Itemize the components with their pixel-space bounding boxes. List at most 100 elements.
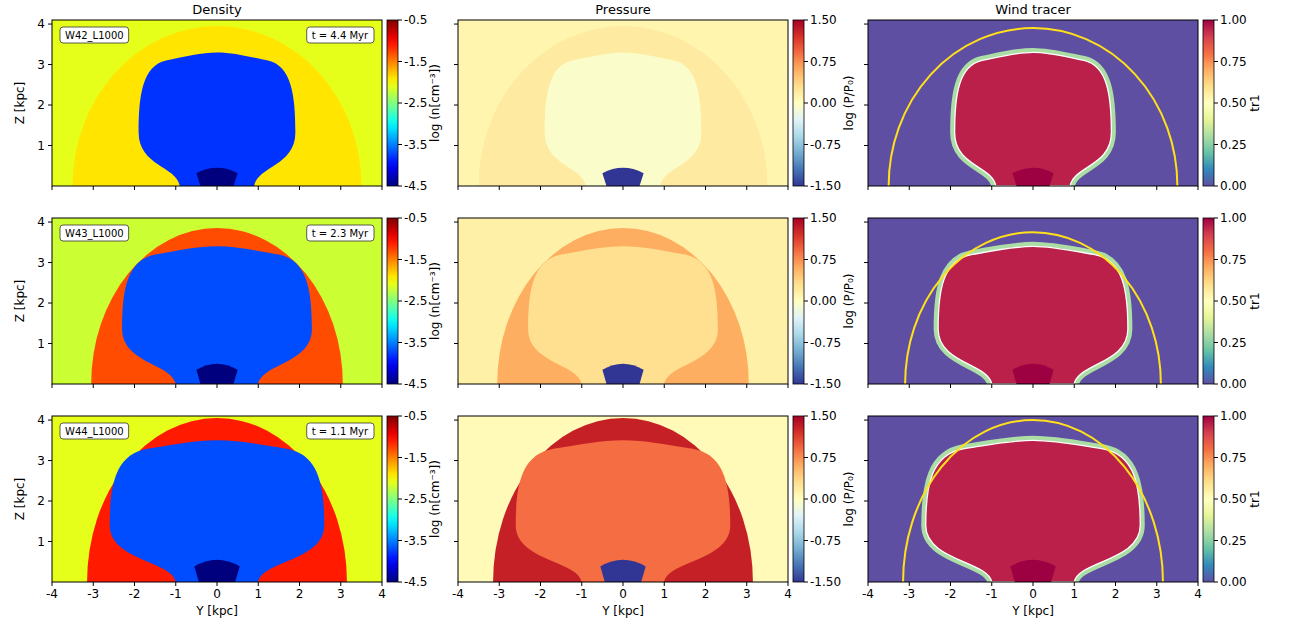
x-tick (340, 186, 341, 190)
colorbar-tick-label: 0.25 (1220, 534, 1247, 548)
colorbar-tick (1214, 416, 1218, 417)
x-tick-label: -2 (129, 587, 141, 601)
colorbar-tick-label: 0.00 (810, 294, 837, 308)
run-label: W44_L1000 (65, 426, 124, 438)
bubble (516, 440, 731, 582)
x-tick-label: 1 (1070, 587, 1078, 601)
colorbar-tick-label: 0.75 (810, 253, 837, 267)
colorbar-tick (1214, 103, 1218, 104)
colorbar (1203, 416, 1214, 582)
y-tick (864, 64, 868, 65)
y-tick (454, 24, 458, 25)
x-tick-label: -2 (535, 587, 547, 601)
colorbar-tick (804, 103, 808, 104)
colorbar-tick-label: -0.75 (810, 138, 841, 152)
x-axis-title: Y [kpc] (1011, 604, 1054, 618)
x-tick-label: -1 (986, 587, 998, 601)
plot-area (458, 20, 788, 186)
y-tick (454, 460, 458, 461)
x-tick (1074, 186, 1075, 190)
colorbar-tick-label: -1.50 (810, 179, 841, 193)
bubble (955, 52, 1112, 186)
x-tick (134, 384, 135, 388)
x-tick (134, 186, 135, 190)
x-tick (93, 582, 94, 586)
y-tick (864, 541, 868, 542)
x-tick (705, 384, 706, 388)
mixing-edge (926, 440, 1141, 582)
x-tick (909, 384, 910, 388)
plot-area (868, 416, 1198, 582)
colorbar-tick (1214, 20, 1218, 21)
x-tick (499, 582, 500, 586)
y-tick-label: 1 (37, 139, 45, 153)
ambient (868, 218, 1198, 384)
y-tick (864, 262, 868, 263)
x-tick-label: 1 (660, 587, 668, 601)
x-tick-label: 4 (784, 587, 792, 601)
colorbar-tick (398, 582, 402, 583)
colorbar-tick (398, 218, 402, 219)
y-tick (48, 145, 52, 146)
x-tick (217, 582, 218, 586)
colorbar-tick (1214, 342, 1218, 343)
x-tick (950, 186, 951, 190)
x-tick (581, 384, 582, 388)
x-tick (788, 384, 789, 388)
x-tick (299, 384, 300, 388)
colorbar-tick-label: -3.5 (404, 138, 427, 152)
colorbar (387, 218, 398, 384)
colorbar-tick (804, 20, 808, 21)
frame (458, 416, 788, 582)
colorbar-tick (1214, 499, 1218, 500)
frame (52, 416, 382, 582)
colorbar-label: log (n[cm⁻³]) (428, 460, 442, 538)
label-box-bg (307, 27, 374, 43)
x-tick (217, 384, 218, 388)
colorbar-tick-label: 1.50 (810, 13, 837, 27)
y-tick (864, 420, 868, 421)
x-tick-label: 4 (378, 587, 386, 601)
y-tick (48, 105, 52, 106)
colorbar-tick-label: 1.00 (1220, 409, 1247, 423)
y-axis-title: Z [kpc] (13, 82, 27, 125)
cavity (196, 168, 237, 186)
x-tick-label: 0 (213, 587, 221, 601)
plot-area (52, 218, 382, 384)
colorbar-tick (398, 301, 402, 302)
colorbar-tick-label: -4.5 (404, 575, 427, 589)
x-tick (581, 186, 582, 190)
y-tick (864, 145, 868, 146)
x-tick (93, 384, 94, 388)
x-tick (664, 384, 665, 388)
colorbar-tick-label: 0.00 (1220, 377, 1247, 391)
x-tick (1198, 186, 1199, 190)
x-tick (1115, 384, 1116, 388)
y-tick (48, 64, 52, 65)
label-box: W43_L1000 (60, 225, 129, 241)
colorbar-label: log (n[cm⁻³]) (428, 262, 442, 340)
x-tick-label: -3 (87, 587, 99, 601)
colorbar-tick-label: -0.5 (404, 409, 427, 423)
x-tick (93, 186, 94, 190)
ambient (868, 416, 1198, 582)
time-label: t = 1.1 Myr (312, 426, 369, 437)
x-tick (623, 582, 624, 586)
x-tick (950, 582, 951, 586)
colorbar-tick-label: 0.75 (1220, 253, 1247, 267)
colorbar-tick-label: -0.5 (404, 211, 427, 225)
y-tick (454, 64, 458, 65)
bubble (122, 246, 312, 384)
x-tick (540, 186, 541, 190)
colorbar-tick (398, 61, 402, 62)
bubble-contour (938, 246, 1128, 384)
x-tick (705, 582, 706, 586)
frame (868, 20, 1198, 186)
x-tick (340, 582, 341, 586)
colorbar-tick-label: -2.5 (404, 492, 427, 506)
colorbar-tick (398, 540, 402, 541)
bubble (545, 52, 702, 186)
x-tick (540, 384, 541, 388)
x-tick (175, 186, 176, 190)
ambient (52, 20, 382, 186)
